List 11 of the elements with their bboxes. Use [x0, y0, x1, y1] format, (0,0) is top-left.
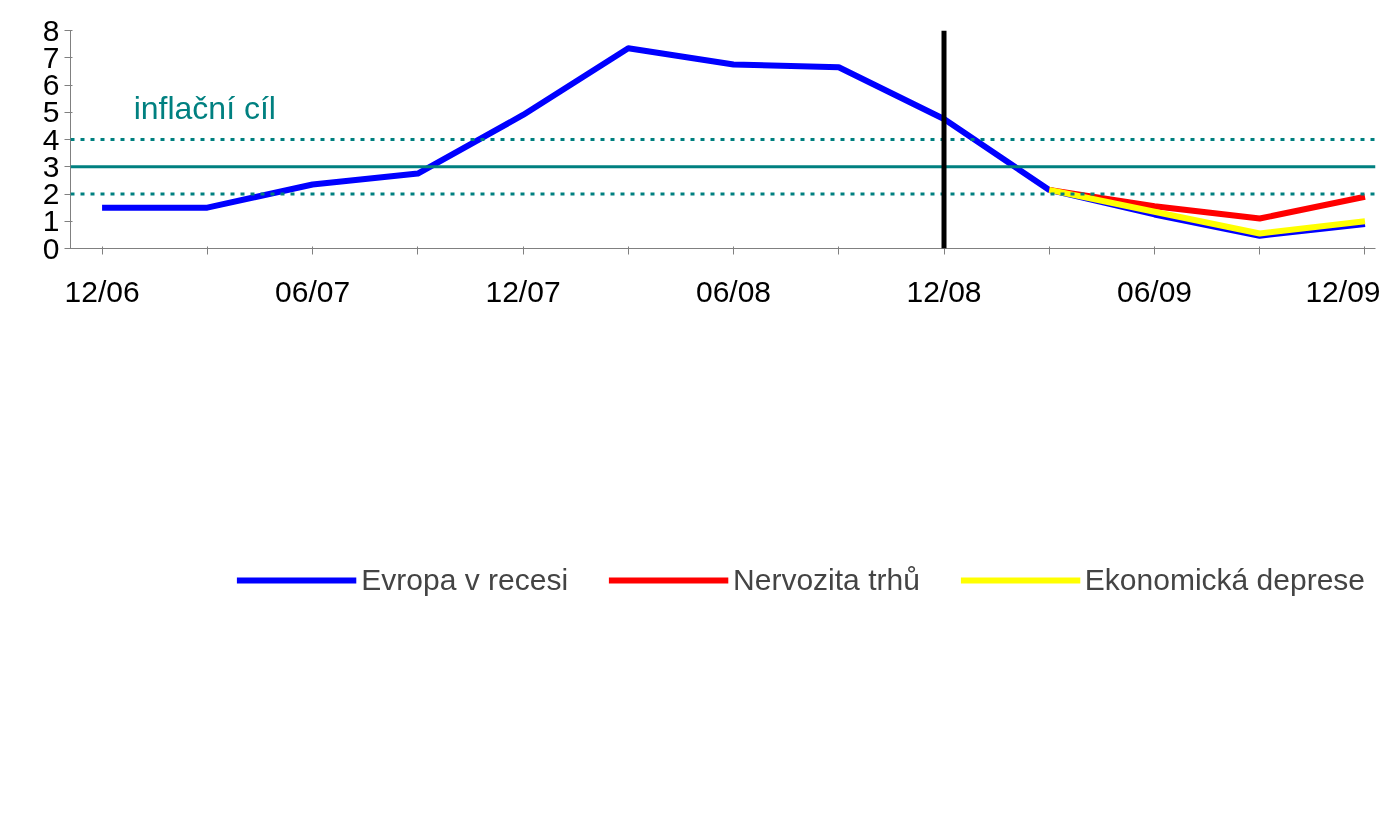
annotation: inflační cíl: [133, 89, 276, 126]
x-tick-label: 06/09: [1116, 274, 1193, 308]
x-tick-label: 12/08: [906, 274, 982, 308]
x-tick-label: 12/09: [1305, 274, 1381, 308]
x-tick-label: 06/07: [275, 274, 351, 308]
x-tick-label: 06/08: [695, 274, 772, 308]
legend-label: Ekonomická deprese: [1084, 563, 1365, 597]
legend-label: Nervozita trhů: [733, 563, 920, 597]
x-tick-label: 12/07: [485, 274, 561, 308]
legend-label: Evropa v recesi: [361, 563, 569, 597]
x-tick-label: 12/06: [64, 274, 140, 308]
